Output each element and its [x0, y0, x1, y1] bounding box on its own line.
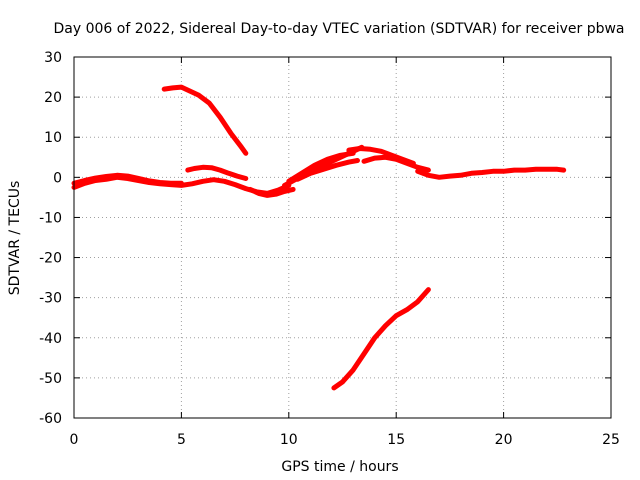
y-tick-label: -20	[39, 251, 62, 267]
y-axis-label: SDTVAR / TECUs	[7, 181, 23, 296]
series-arc-hump	[185, 164, 249, 181]
x-tick-label: 0	[70, 432, 79, 448]
x-tick-label: 10	[280, 432, 298, 448]
y-tick-label: -40	[39, 331, 62, 347]
grid	[74, 57, 611, 418]
series-arc-lower	[331, 287, 431, 391]
y-tick-label: 20	[44, 90, 62, 106]
y-tick-label: -50	[39, 371, 62, 387]
x-axis-label: GPS time / hours	[281, 459, 398, 475]
chart-title: Day 006 of 2022, Sidereal Day-to-day VTE…	[53, 21, 624, 37]
axis-ticks	[73, 56, 612, 419]
y-tick-label: -60	[39, 411, 62, 427]
series-arc-mid	[361, 154, 431, 173]
series-arc-dip	[247, 186, 296, 198]
series-arc-rise-3	[294, 158, 360, 182]
x-tick-label: 20	[495, 432, 513, 448]
y-tick-label: 0	[53, 170, 62, 186]
series-layer	[71, 84, 567, 391]
x-tick-label: 5	[177, 432, 186, 448]
plot-frame	[73, 56, 612, 419]
y-tick-label: 10	[44, 130, 62, 146]
y-tick-label: -10	[39, 210, 62, 226]
x-tick-labels: 0 5 10 15 20 25	[70, 432, 620, 448]
series-arc-upper	[161, 84, 249, 156]
y-tick-labels: 30 20 10 0 -10 -20 -30 -40 -50 -60	[39, 50, 62, 427]
series-arc-rise-2	[286, 150, 356, 184]
series-arc-main-2	[71, 172, 184, 186]
x-tick-label: 25	[602, 432, 620, 448]
x-tick-label: 15	[387, 432, 405, 448]
y-tick-label: 30	[44, 50, 62, 66]
series-arc-tail	[415, 166, 567, 180]
y-tick-label: -30	[39, 291, 62, 307]
